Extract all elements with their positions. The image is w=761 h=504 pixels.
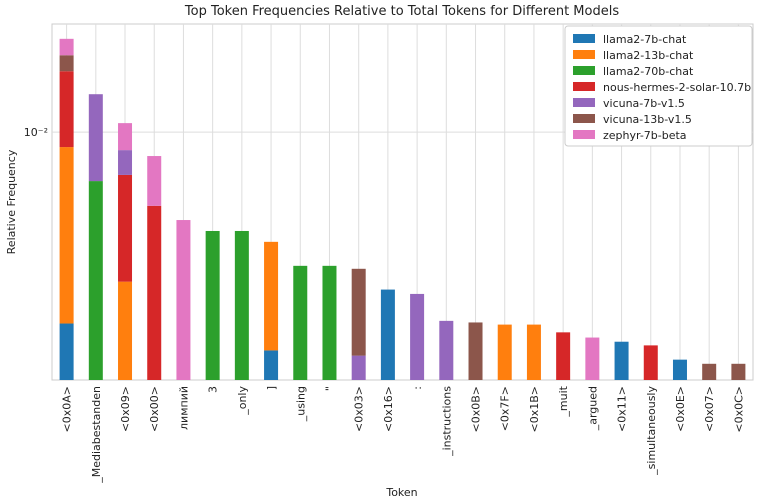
- bar-segment: [264, 350, 279, 380]
- bar-segment: [118, 281, 133, 380]
- x-tick-label: <0x7F>: [499, 386, 512, 431]
- x-tick-label: <0x0B>: [470, 386, 483, 433]
- x-tick-label: <0x1B>: [528, 386, 541, 433]
- bar-segment: [118, 174, 133, 282]
- bar-segment: [439, 320, 454, 380]
- x-tick-label: <0x0A>: [61, 386, 74, 432]
- legend-swatch: [573, 66, 595, 75]
- legend-swatch: [573, 98, 595, 107]
- x-tick-label: <0x0C>: [732, 386, 745, 433]
- x-tick-label: <0x16>: [382, 386, 395, 432]
- bar-segment: [88, 94, 103, 182]
- bar-segment: [410, 293, 425, 380]
- bar-segment: [234, 230, 249, 380]
- bar-segment: [643, 345, 658, 380]
- legend-label: nous-hermes-2-solar-10.7b: [603, 81, 751, 94]
- bar-segment: [118, 150, 133, 175]
- bar-segment: [176, 220, 191, 380]
- bar-segment: [351, 355, 366, 380]
- legend-label: llama2-13b-chat: [603, 49, 694, 62]
- bar-segment: [59, 38, 74, 56]
- x-tick-label: _Mediabestanden: [90, 386, 103, 484]
- y-tick-label: 10⁻²: [24, 126, 48, 139]
- x-tick-label: _instructions: [440, 386, 453, 457]
- bar-segment: [147, 156, 162, 206]
- x-tick-label: _using: [294, 386, 307, 422]
- bar-segment: [556, 332, 571, 380]
- legend-swatch: [573, 82, 595, 91]
- bar-segment: [147, 205, 162, 380]
- legend-swatch: [573, 50, 595, 59]
- x-tick-label: <0x11>: [616, 386, 629, 432]
- bar-segment: [731, 363, 746, 380]
- legend-label: zephyr-7b-beta: [603, 129, 687, 142]
- x-tick-label: ": [323, 386, 336, 391]
- x-tick-label: _only: [236, 386, 249, 416]
- x-tick-label: <0x00>: [148, 386, 161, 432]
- x-tick-label: ]: [265, 386, 278, 390]
- legend-label: vicuna-13b-v1.5: [603, 113, 692, 126]
- x-tick-label: _muit: [557, 385, 570, 417]
- bar-segment: [59, 323, 74, 380]
- bar-segment: [88, 181, 103, 380]
- x-tick-label: _argued: [586, 386, 599, 431]
- x-tick-label: _simultaneously: [645, 386, 658, 476]
- bar-segment: [672, 359, 687, 380]
- legend-swatch: [573, 34, 595, 43]
- bar-segment: [264, 241, 279, 351]
- x-tick-label: <0x07>: [703, 386, 716, 432]
- x-tick-label: <0x0E>: [674, 386, 687, 432]
- bar-segment: [59, 71, 74, 148]
- y-axis-label: Relative Frequency: [5, 149, 18, 254]
- legend-label: llama2-70b-chat: [603, 65, 694, 78]
- legend-label: llama2-7b-chat: [603, 33, 687, 46]
- legend-swatch: [573, 130, 595, 139]
- bar-segment: [59, 147, 74, 324]
- bar-segment: [702, 363, 717, 380]
- chart-title: Top Token Frequencies Relative to Total …: [184, 4, 619, 19]
- bar-segment: [497, 324, 512, 380]
- bar-segment: [614, 341, 629, 380]
- legend-label: vicuna-7b-v1.5: [603, 97, 685, 110]
- x-tick-label: :: [411, 386, 424, 390]
- bar-segment: [351, 268, 366, 356]
- bar-segment: [322, 265, 337, 380]
- x-tick-label: <0x09>: [119, 386, 132, 432]
- legend-swatch: [573, 114, 595, 123]
- legend: llama2-7b-chat llama2-13b-chat llama2-70b-…: [564, 25, 753, 147]
- legend-box: [564, 25, 753, 147]
- bar-segment: [526, 324, 541, 380]
- bar-segment: [585, 337, 600, 380]
- bar-segment: [118, 123, 133, 151]
- x-tick-label: 3: [207, 386, 220, 393]
- x-tick-label: <0x03>: [353, 386, 366, 432]
- bar-segment: [468, 322, 483, 380]
- bar-segment: [205, 230, 220, 380]
- bar-segment: [59, 55, 74, 72]
- x-axis-label: Token: [385, 486, 417, 499]
- bar-segment: [380, 289, 395, 380]
- x-tick-label: лимпий: [177, 386, 190, 430]
- bar-segment: [293, 265, 308, 380]
